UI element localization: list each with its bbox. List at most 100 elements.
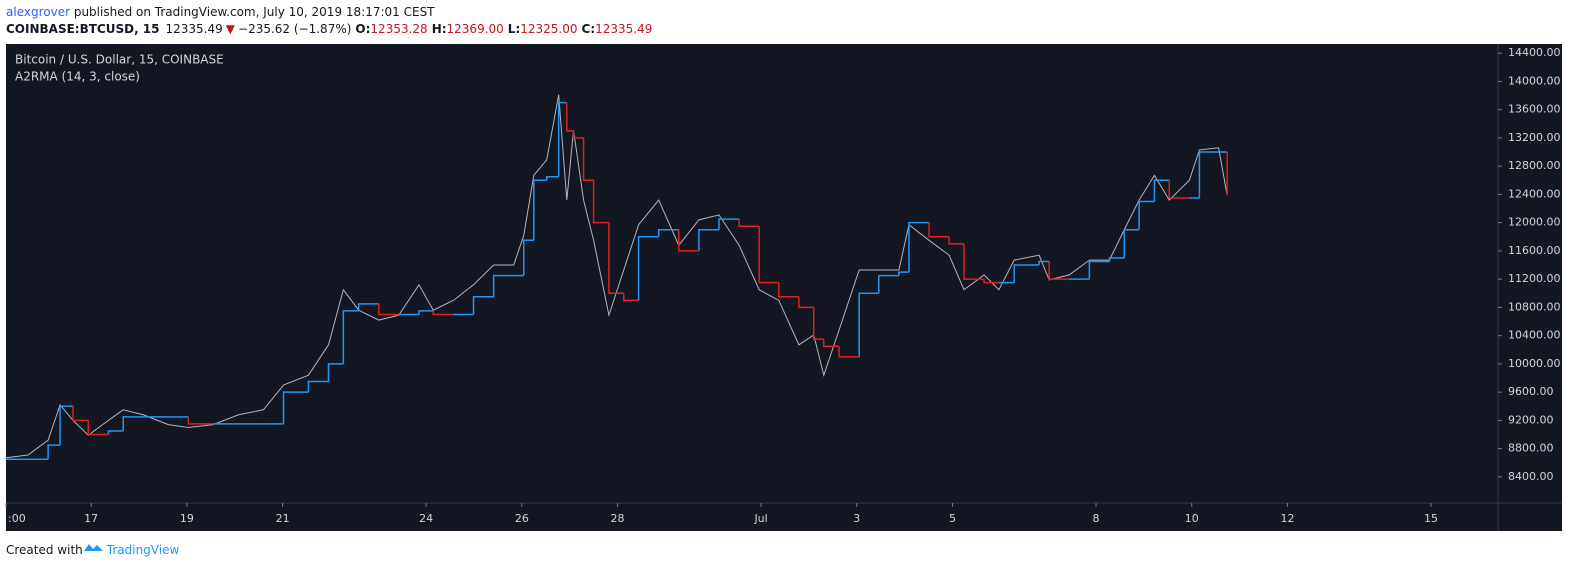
indicator-step bbox=[637, 236, 659, 301]
ohlc-value: 12325.00 bbox=[520, 22, 577, 36]
y-tick-label: 13200.00 bbox=[1508, 131, 1561, 144]
indicator-step bbox=[738, 219, 760, 227]
y-tick-label: 10800.00 bbox=[1508, 300, 1561, 313]
indicator-step bbox=[798, 296, 814, 309]
indicator-step bbox=[928, 222, 950, 238]
y-tick-label: 13600.00 bbox=[1508, 103, 1561, 116]
x-tick-label: 15 bbox=[1424, 512, 1438, 525]
indicator-step bbox=[878, 274, 899, 294]
indicator-step bbox=[823, 339, 840, 347]
x-tick-label: 12 bbox=[1280, 512, 1294, 525]
indicator-step bbox=[327, 363, 344, 382]
arrow: ▼ bbox=[226, 22, 236, 36]
indicator-step bbox=[307, 380, 329, 393]
indicator-step bbox=[545, 176, 559, 181]
indicator-step bbox=[983, 279, 999, 284]
x-tick-label: 17 bbox=[84, 512, 98, 525]
ohlc-value: 12353.28 bbox=[370, 22, 427, 36]
indicator-step bbox=[523, 239, 534, 276]
y-tick-label: 12000.00 bbox=[1508, 216, 1561, 229]
x-tick-label: 19 bbox=[180, 512, 194, 525]
indicator-step bbox=[533, 179, 547, 241]
y-tick-label: 8800.00 bbox=[1508, 442, 1554, 455]
indicator-step bbox=[1038, 260, 1050, 266]
indicator-step bbox=[623, 293, 639, 302]
x-tick-label: 26 bbox=[515, 512, 529, 525]
y-tick-label: 9200.00 bbox=[1508, 413, 1554, 426]
last: 12335.49 bbox=[166, 22, 223, 36]
indicator-step bbox=[908, 221, 930, 273]
indicator-step bbox=[758, 226, 779, 284]
indicator-step bbox=[582, 137, 594, 182]
published: published on TradingView.com, July 10, 2… bbox=[70, 5, 435, 19]
indicator-step bbox=[718, 218, 740, 230]
indicator-step bbox=[566, 102, 574, 132]
indicator-step bbox=[948, 236, 964, 245]
ohlc-value: 12335.49 bbox=[595, 22, 652, 36]
ohlc-label: L: bbox=[508, 22, 520, 36]
y-tick-label: 10400.00 bbox=[1508, 329, 1561, 342]
indicator-step bbox=[418, 310, 434, 315]
indicator-step bbox=[1138, 200, 1155, 230]
indicator-step bbox=[378, 303, 399, 316]
header-line: alexgrover published on TradingView.com,… bbox=[6, 5, 435, 19]
x-tick-label: 5 bbox=[949, 512, 956, 525]
y-tick-label: 12800.00 bbox=[1508, 159, 1561, 172]
indicator-step bbox=[657, 228, 679, 237]
y-tick-label: 14400.00 bbox=[1508, 46, 1561, 59]
indicator-step bbox=[1123, 228, 1140, 258]
indicator-step bbox=[282, 391, 309, 424]
indicator-step bbox=[572, 130, 584, 139]
x-tick-label: 28 bbox=[611, 512, 625, 525]
footer: Created with TradingView bbox=[6, 543, 179, 557]
indicator-label: A2RMA (14, 3, close) bbox=[15, 70, 140, 84]
indicator-step bbox=[107, 430, 124, 435]
indicator-step bbox=[187, 416, 214, 425]
y-tick-label: 11600.00 bbox=[1508, 244, 1561, 257]
x-tick-label: 3 bbox=[853, 512, 860, 525]
chart-title: Bitcoin / U.S. Dollar, 15, COINBASE bbox=[15, 53, 224, 67]
indicator-step bbox=[1153, 179, 1170, 202]
indicator-step bbox=[678, 229, 699, 252]
change: −235.62 (−1.87%) bbox=[238, 22, 351, 36]
indicator-step bbox=[778, 282, 799, 298]
symbol-line: COINBASE:BTCUSD, 15 12335.49 ▼ −235.62 (−1.… bbox=[6, 22, 652, 36]
indicator-step bbox=[47, 444, 61, 460]
x-tick-label: 21 bbox=[276, 512, 290, 525]
indicator-step bbox=[472, 296, 494, 315]
y-tick-label: 12400.00 bbox=[1508, 187, 1561, 200]
brand[interactable]: TradingView bbox=[106, 543, 180, 557]
indicator-step bbox=[1088, 260, 1110, 280]
y-tick-label: 14000.00 bbox=[1508, 74, 1561, 87]
indicator-step bbox=[122, 416, 144, 431]
indicator-step bbox=[87, 420, 109, 436]
symbol: COINBASE:BTCUSD, 15 bbox=[6, 22, 160, 36]
y-tick-label: 9600.00 bbox=[1508, 385, 1554, 398]
indicator-step bbox=[838, 346, 860, 358]
indicator-step bbox=[1013, 264, 1040, 283]
indicator-step bbox=[1108, 257, 1125, 262]
indicator-step bbox=[1048, 261, 1070, 280]
indicator-step bbox=[432, 310, 454, 316]
indicator-step bbox=[1198, 151, 1219, 198]
indicator-step bbox=[342, 310, 359, 364]
indicator-step bbox=[59, 405, 73, 446]
indicator-step bbox=[898, 271, 909, 276]
indicator-step bbox=[963, 243, 985, 280]
x-tick-label: :00 bbox=[8, 512, 26, 525]
indicator-step bbox=[1168, 180, 1190, 199]
indicator-step bbox=[557, 101, 567, 177]
ohlc-label: H: bbox=[432, 22, 447, 36]
x-tick-label: 24 bbox=[419, 512, 433, 525]
brand-logo bbox=[84, 544, 103, 551]
indicator-step bbox=[858, 292, 879, 357]
x-tick-label: 8 bbox=[1093, 512, 1100, 525]
ohlc-label: C: bbox=[582, 22, 596, 36]
indicator-step bbox=[357, 303, 379, 311]
indicator-step bbox=[492, 274, 514, 297]
indicator-step bbox=[812, 307, 824, 340]
author[interactable]: alexgrover bbox=[6, 5, 70, 19]
x-tick-label: 10 bbox=[1185, 512, 1199, 525]
created-with: Created with bbox=[6, 543, 83, 557]
